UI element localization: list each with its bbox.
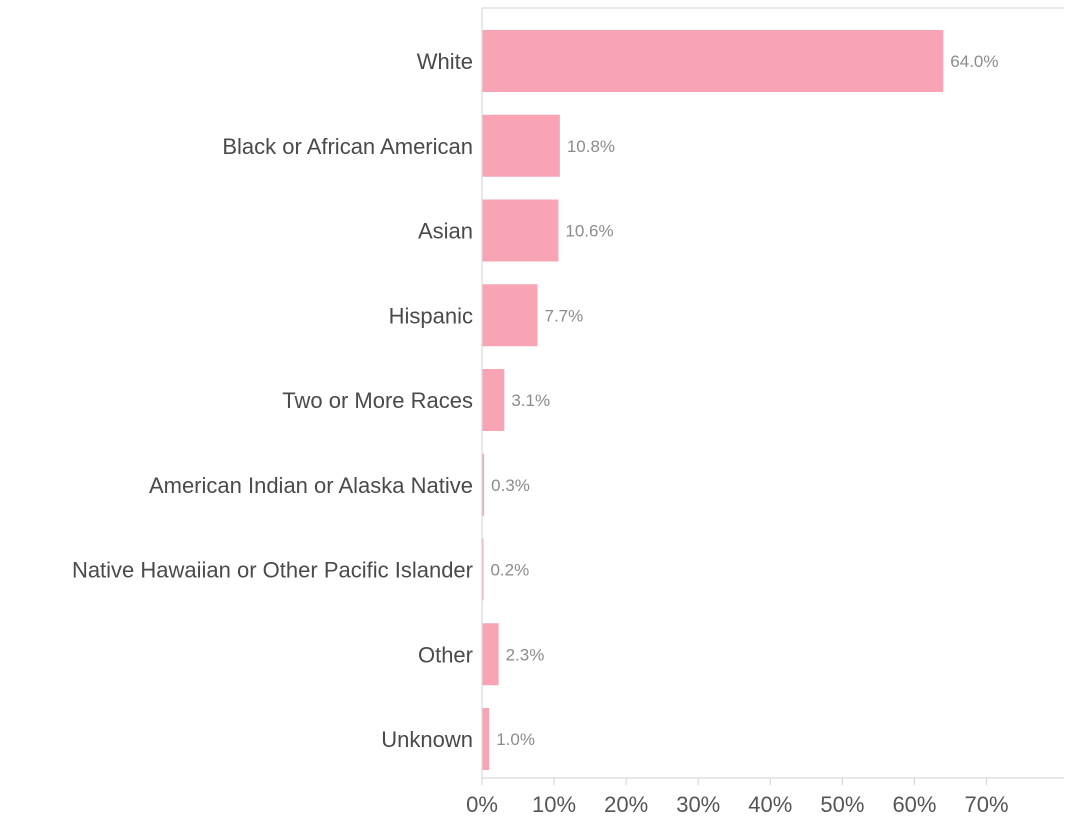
x-tick-label-60: 60% [892,792,936,817]
bar-two-or-more-races [482,369,505,431]
category-label-hispanic: Hispanic [389,303,473,328]
x-tick-label-10: 10% [532,792,576,817]
value-label-other: 2.3% [506,645,545,664]
value-label-asian: 10.6% [565,222,613,241]
category-label-white: White [417,49,473,74]
x-tick-label-40: 40% [748,792,792,817]
category-label-asian: Asian [418,219,473,244]
value-label-native-hawaiian-or-other-pacific-islander: 0.2% [490,561,529,580]
bar-white [482,30,944,92]
bar-american-indian-or-alaska-native [482,453,485,516]
bar-native-hawaiian-or-other-pacific-islander [482,538,484,601]
category-label-unknown: Unknown [381,727,473,752]
category-label-american-indian-or-alaska-native: American Indian or Alaska Native [149,473,473,498]
value-label-unknown: 1.0% [496,730,535,749]
x-axis: 0% 10% 20% 30% 40% 50% 60% 70% [466,7,1064,817]
value-label-two-or-more-races: 3.1% [511,391,550,410]
bar-unknown [482,708,490,770]
bars-layer [482,30,944,770]
bar-asian [482,199,559,262]
bar-other [482,623,499,686]
value-label-hispanic: 7.7% [545,306,584,325]
value-labels-layer: 64.0% 10.8% 10.6% 7.7% 3.1% 0.3% 0.2% 2.3% 1.0% [490,52,998,749]
category-label-other: Other [418,642,473,667]
category-label-black-or-african-american: Black or African American [222,134,473,159]
category-labels-layer: White Black or African American Asian Hispa… [72,49,473,752]
x-tick-label-70: 70% [965,792,1009,817]
bar-black-or-african-american [482,114,560,177]
x-tick-label-30: 30% [676,792,720,817]
bar-hispanic [482,284,538,347]
x-tick-label-50: 50% [820,792,864,817]
category-label-two-or-more-races: Two or More Races [282,388,473,413]
x-tick-label-0: 0% [466,792,498,817]
category-label-native-hawaiian-or-other-pacific-islander: Native Hawaiian or Other Pacific Islande… [72,558,473,583]
value-label-black-or-african-american: 10.8% [567,137,615,156]
value-label-american-indian-or-alaska-native: 0.3% [491,476,530,495]
x-tick-label-20: 20% [604,792,648,817]
value-label-white: 64.0% [950,52,998,71]
